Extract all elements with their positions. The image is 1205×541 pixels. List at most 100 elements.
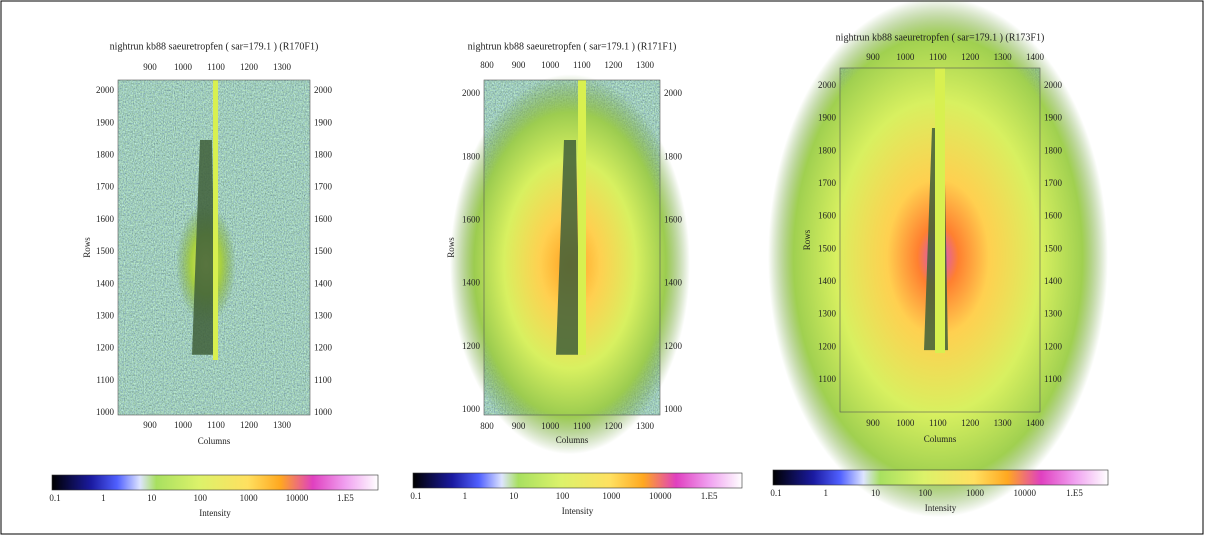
colorbar-label: 1000 (602, 491, 621, 501)
x-tick-label-bottom: 900 (143, 420, 157, 430)
x-tick-label-top: 1200 (961, 52, 980, 62)
y-tick-label-right: 1700 (1044, 178, 1063, 188)
y-tick-label-left: 2000 (818, 80, 837, 90)
image-border (483, 79, 661, 416)
colorbar-title: Intensity (562, 506, 594, 516)
beamstop-shadow (556, 140, 580, 355)
y-tick-label-right: 1200 (664, 341, 683, 351)
x-tick-label-bottom: 1300 (994, 418, 1013, 428)
y-tick-label-right: 1900 (1044, 113, 1063, 123)
y-tick-label-right: 1500 (1044, 243, 1063, 253)
x-tick-label-bottom: 1000 (174, 420, 193, 430)
direct-beam-streak (213, 80, 218, 360)
y-tick-label-right: 1000 (664, 404, 683, 414)
panel-title: nightrun kb88 saeuretropfen ( sar=179.1 … (110, 41, 319, 52)
colorbar-label: 100 (556, 491, 570, 501)
y-tick-label-left: 1000 (462, 404, 481, 414)
x-axis-label: Columns (198, 436, 231, 446)
colorbar-label: 10 (871, 488, 881, 498)
x-tick-label-top: 1300 (636, 60, 655, 70)
y-tick-label-right: 1600 (1044, 211, 1063, 221)
x-tick-label-bottom: 1100 (929, 418, 947, 428)
panel (117, 79, 311, 416)
y-tick-label-left: 1500 (818, 243, 837, 253)
colorbar-label: 0.1 (410, 491, 421, 501)
panel (768, 0, 1108, 518)
y-tick-label-left: 1800 (96, 149, 115, 159)
y-tick-label-right: 2000 (314, 85, 333, 95)
y-tick-label-left: 1700 (96, 182, 115, 192)
x-tick-label-bottom: 1200 (240, 420, 259, 430)
y-tick-label-right: 1600 (664, 214, 683, 224)
x-tick-label-bottom: 1000 (896, 418, 915, 428)
x-tick-label-bottom: 1000 (541, 421, 560, 431)
y-axis-label: Rows (802, 229, 812, 250)
y-tick-label-right: 2000 (1044, 80, 1063, 90)
x-tick-label-top: 900 (143, 62, 157, 72)
x-tick-label-bottom: 1400 (1026, 418, 1045, 428)
y-tick-label-left: 1900 (96, 117, 115, 127)
panel (450, 74, 690, 455)
y-tick-label-right: 1300 (314, 310, 333, 320)
y-tick-label-right: 1400 (1044, 276, 1063, 286)
y-tick-label-left: 1000 (96, 407, 115, 417)
colorbar (772, 469, 1109, 486)
colorbar-label: 10 (147, 493, 157, 503)
panel-title: nightrun kb88 saeuretropfen ( sar=179.1 … (468, 41, 677, 52)
x-tick-label-bottom: 1200 (604, 421, 623, 431)
x-tick-label-top: 1300 (273, 62, 292, 72)
y-tick-label-right: 1800 (1044, 145, 1063, 155)
y-tick-label-left: 1400 (96, 278, 115, 288)
y-tick-label-left: 1200 (96, 343, 115, 353)
x-tick-label-bottom: 1300 (273, 420, 292, 430)
y-tick-label-right: 1200 (1044, 341, 1063, 351)
colorbar-label: 0.1 (49, 493, 60, 503)
colorbar-label: 1 (463, 491, 468, 501)
y-tick-label-right: 1700 (314, 182, 333, 192)
x-tick-label-top: 1200 (240, 62, 259, 72)
y-tick-label-right: 1800 (664, 151, 683, 161)
y-tick-label-right: 1900 (314, 117, 333, 127)
y-tick-label-left: 1400 (462, 278, 481, 288)
x-tick-label-bottom: 800 (480, 421, 494, 431)
y-tick-label-left: 1100 (96, 375, 114, 385)
x-tick-label-bottom: 1200 (961, 418, 980, 428)
y-axis-label: Rows (446, 237, 456, 258)
y-tick-label-right: 1200 (314, 343, 333, 353)
y-tick-label-left: 1800 (818, 145, 837, 155)
y-tick-label-left: 1700 (818, 178, 837, 188)
y-tick-label-right: 1800 (314, 149, 333, 159)
colorbar-label: 0.1 (770, 488, 781, 498)
image-border (117, 79, 311, 416)
colorbar-label: 10000 (1014, 488, 1037, 498)
y-tick-label-left: 2000 (462, 88, 481, 98)
x-tick-label-top: 900 (512, 60, 526, 70)
y-tick-label-right: 1100 (1044, 374, 1062, 384)
panel-title: nightrun kb88 saeuretropfen ( sar=179.1 … (836, 32, 1045, 43)
y-tick-label-left: 1500 (96, 246, 115, 256)
y-tick-label-right: 1500 (314, 246, 333, 256)
y-tick-label-left: 1600 (96, 214, 115, 224)
x-tick-label-bottom: 1100 (573, 421, 591, 431)
colorbar-label: 1.E5 (701, 491, 718, 501)
colorbar-label: 1 (101, 493, 106, 503)
x-tick-label-top: 1300 (994, 52, 1013, 62)
x-tick-label-top: 800 (480, 60, 494, 70)
y-tick-label-right: 1600 (314, 214, 333, 224)
colorbar-title: Intensity (199, 508, 231, 518)
y-tick-label-left: 1600 (462, 214, 481, 224)
x-tick-label-bottom: 1300 (636, 421, 655, 431)
colorbar-label: 10 (509, 491, 519, 501)
x-tick-label-bottom: 1100 (207, 420, 225, 430)
y-axis-label: Rows (82, 237, 92, 258)
y-tick-label-left: 1600 (818, 211, 837, 221)
y-tick-label-right: 1400 (664, 278, 683, 288)
direct-beam-streak (578, 80, 586, 355)
x-axis-label: Columns (556, 435, 589, 445)
y-tick-label-left: 1200 (462, 341, 481, 351)
colorbar-label: 10000 (649, 491, 672, 501)
image-border (839, 67, 1041, 413)
y-tick-label-right: 2000 (664, 88, 683, 98)
colorbar-label: 1 (824, 488, 829, 498)
